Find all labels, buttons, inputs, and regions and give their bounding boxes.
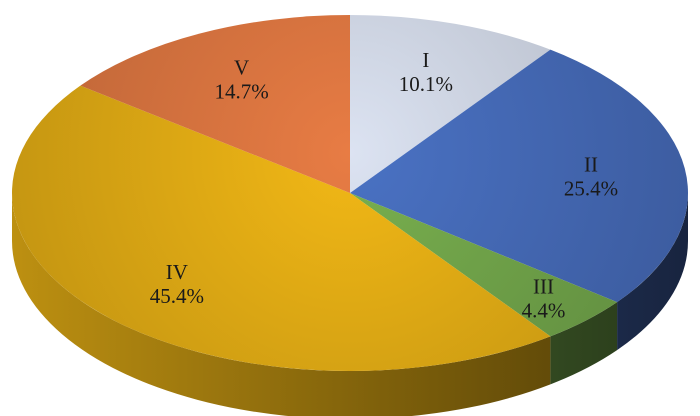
slice-value-label: 10.1% xyxy=(399,72,453,96)
slice-value-label: 14.7% xyxy=(214,79,268,103)
slice-name-label: II xyxy=(584,152,598,176)
slice-value-label: 4.4% xyxy=(522,298,566,322)
slice-II xyxy=(350,49,688,303)
slice-side-IV xyxy=(12,193,551,416)
pie-tops xyxy=(11,15,688,372)
slice-III xyxy=(350,193,618,337)
slice-side-III xyxy=(550,302,618,385)
slice-name-label: V xyxy=(234,55,249,79)
slice-name-label: IV xyxy=(166,260,188,284)
slice-value-label: 45.4% xyxy=(150,284,204,308)
slice-V xyxy=(80,15,350,193)
slice-IV xyxy=(11,85,551,372)
slice-name-label: I xyxy=(422,48,429,72)
slice-side-II xyxy=(617,193,688,351)
slice-I xyxy=(350,15,551,193)
slice-name-label: III xyxy=(533,274,554,298)
pie-sides xyxy=(12,193,688,416)
slice-value-label: 25.4% xyxy=(564,176,618,200)
